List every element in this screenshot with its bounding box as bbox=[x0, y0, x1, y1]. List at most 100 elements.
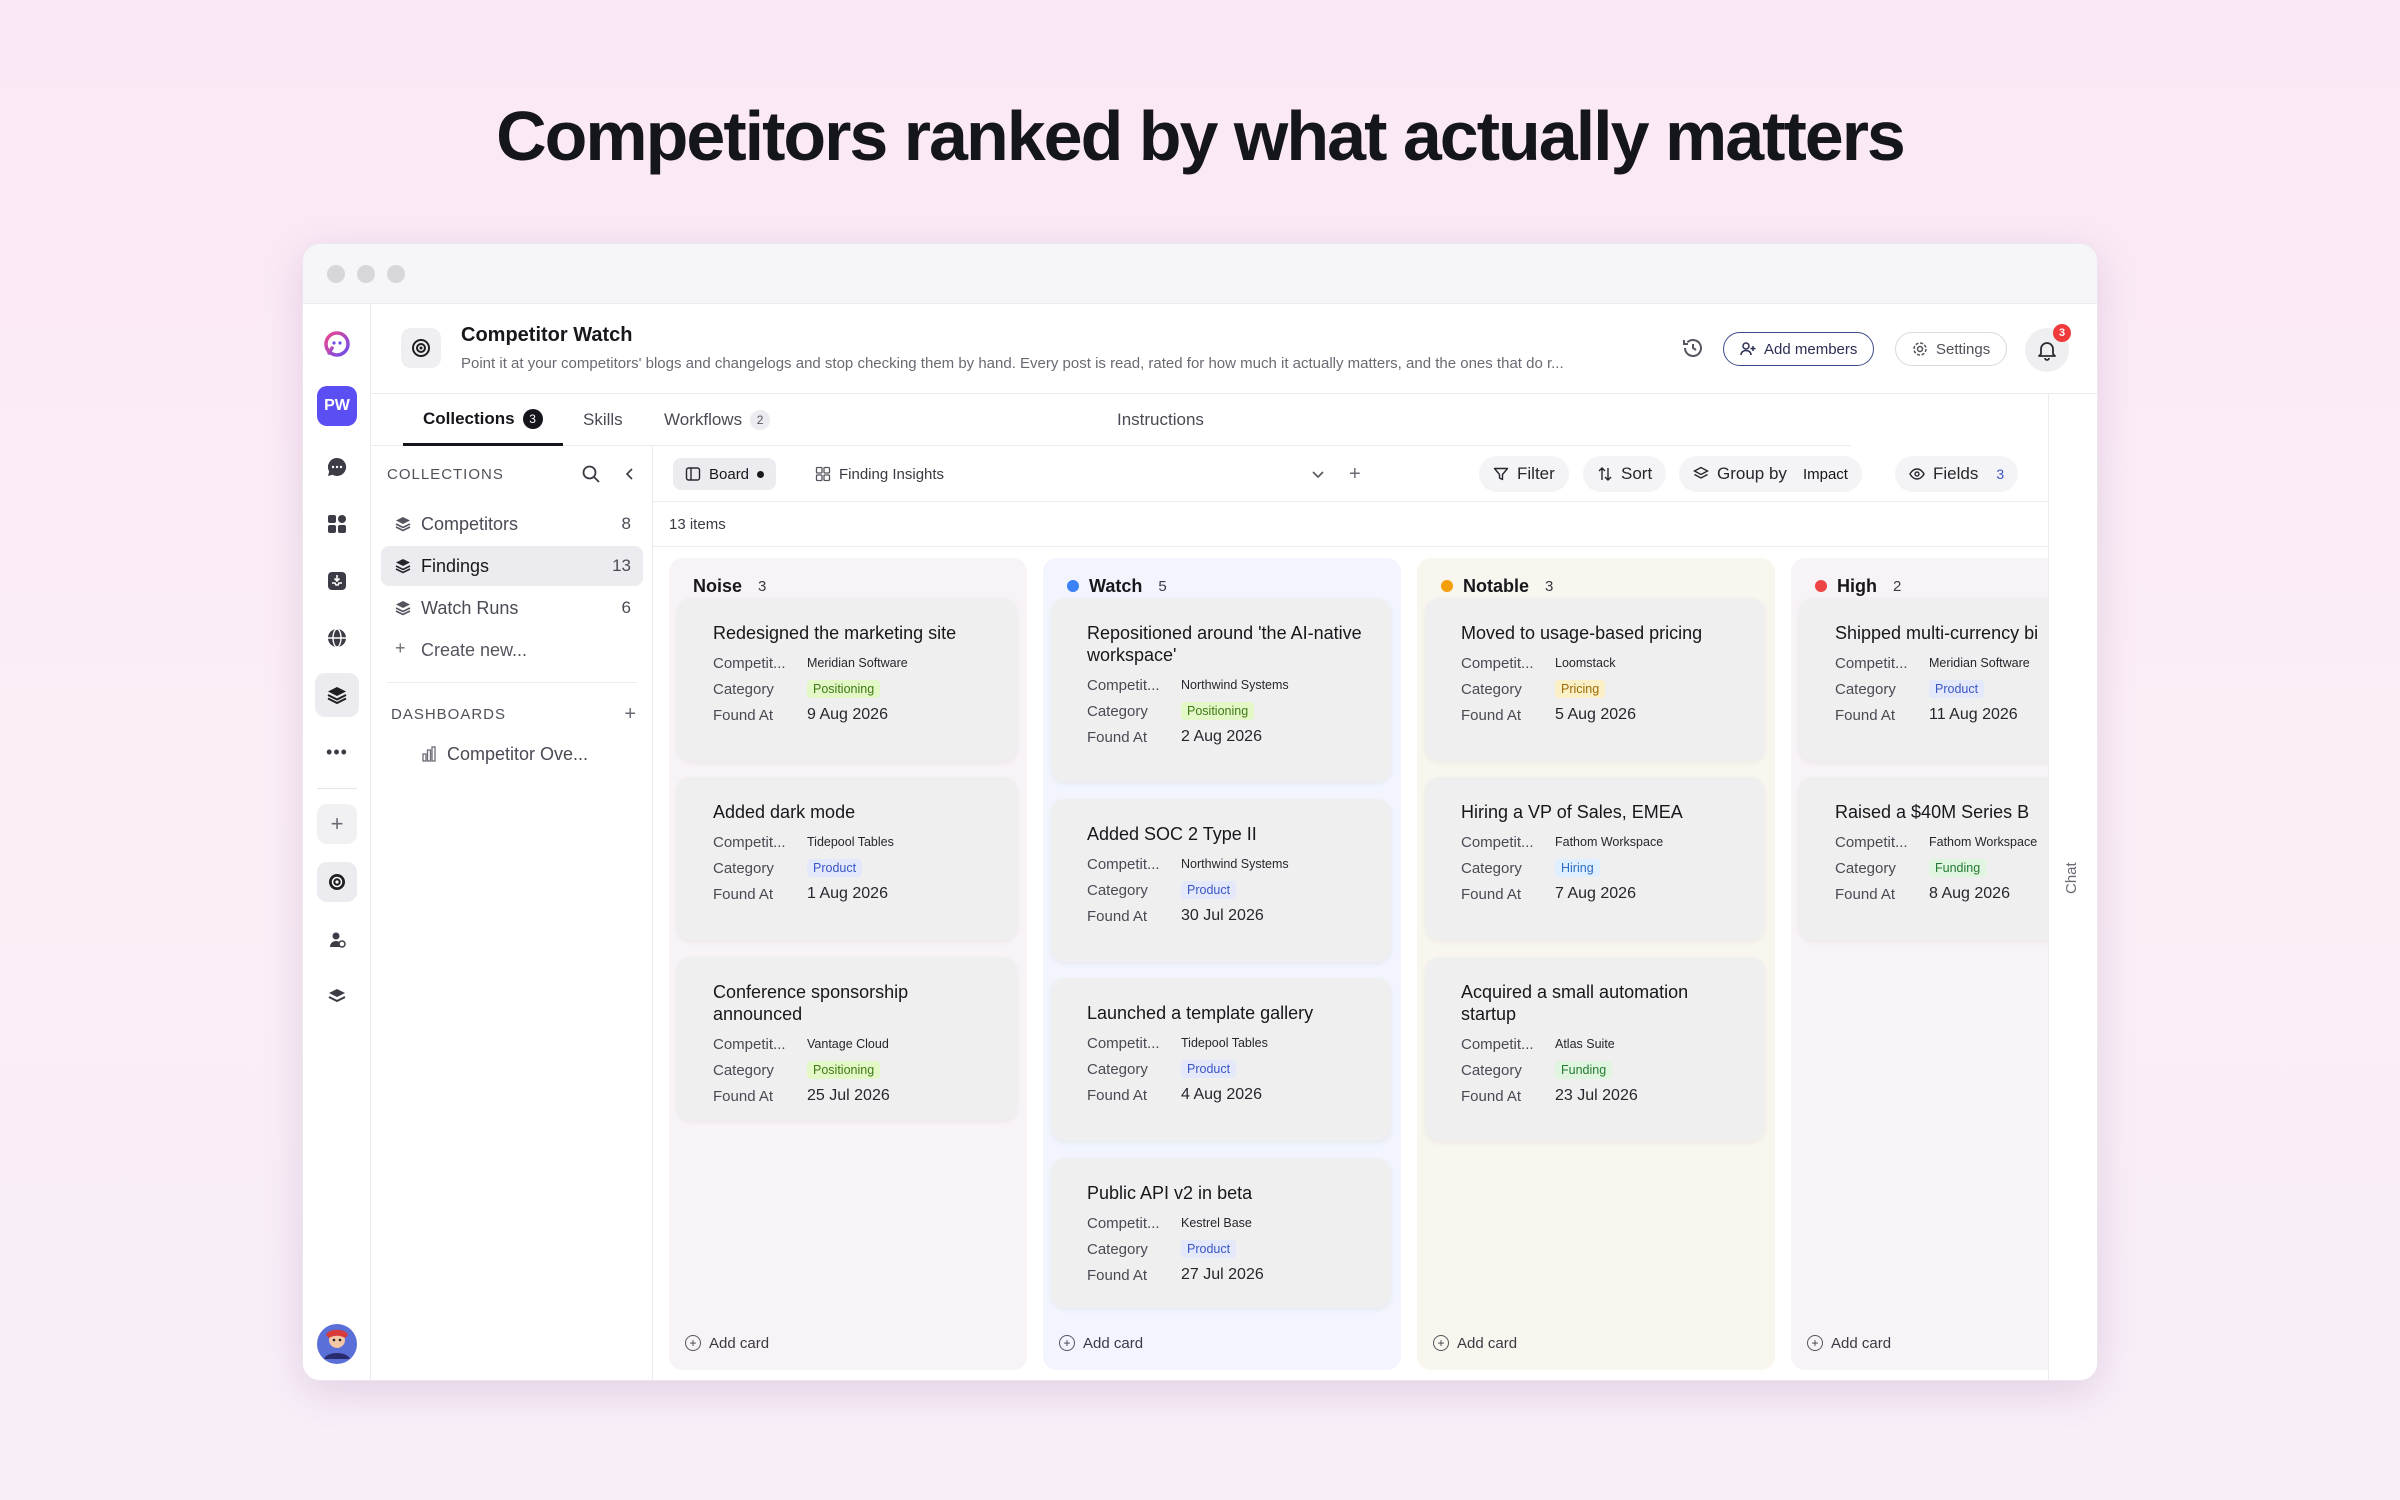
field-label: Found At bbox=[1835, 885, 1896, 903]
settings-button[interactable]: Settings bbox=[1895, 332, 2008, 366]
apps-grid-icon[interactable] bbox=[315, 502, 359, 546]
window-zoom-dot[interactable] bbox=[387, 264, 405, 283]
add-card-label: Add card bbox=[1083, 1334, 1144, 1352]
add-view-icon[interactable]: + bbox=[1349, 462, 1361, 485]
globe-icon[interactable] bbox=[315, 616, 359, 660]
page-headline: Competitors ranked by what actually matt… bbox=[496, 97, 1906, 175]
layers-icon[interactable] bbox=[315, 974, 359, 1018]
sort-button[interactable]: Sort bbox=[1583, 456, 1667, 492]
finding-insights-view-button[interactable]: Finding Insights bbox=[803, 458, 956, 490]
plus-icon: + bbox=[395, 638, 406, 658]
card-field-found-at: Found At 25 Jul 2026 bbox=[713, 1083, 993, 1109]
sidebar-item-competitors[interactable]: Competitors 8 bbox=[381, 504, 643, 544]
column-count: 2 bbox=[1893, 577, 1902, 595]
finding-card[interactable]: Shipped multi-currency bi Competit... Meri… bbox=[1799, 598, 2048, 761]
finding-card[interactable]: Repositioned around 'the AI-native works… bbox=[1051, 598, 1391, 782]
user-agent-icon[interactable] bbox=[315, 918, 359, 962]
sidebar-item-findings[interactable]: Findings 13 bbox=[381, 546, 643, 586]
finding-card[interactable]: Hiring a VP of Sales, EMEA Competit... Fat… bbox=[1425, 777, 1765, 940]
sidebar-item-label: Watch Runs bbox=[421, 597, 519, 618]
finding-card[interactable]: Added dark mode Competit... Tidepool Table… bbox=[677, 777, 1017, 940]
add-card-button[interactable]: + Add card bbox=[1433, 1328, 1517, 1358]
column-header[interactable]: Noise 3 bbox=[693, 568, 766, 604]
search-icon[interactable] bbox=[581, 464, 601, 484]
finding-card[interactable]: Added SOC 2 Type II Competit... Northwind … bbox=[1051, 799, 1391, 962]
tab-skills[interactable]: Skills bbox=[583, 394, 623, 446]
sidebar-item-dashboard[interactable]: Competitor Ove... bbox=[381, 734, 643, 774]
column-header[interactable]: Notable 3 bbox=[1441, 568, 1553, 604]
settings-label: Settings bbox=[1936, 340, 1991, 358]
column-header[interactable]: Watch 5 bbox=[1067, 568, 1167, 604]
window-minimize-dot[interactable] bbox=[357, 264, 375, 283]
notifications-button[interactable]: 3 bbox=[2025, 324, 2071, 372]
dashboard-label: Competitor Ove... bbox=[447, 743, 589, 764]
card-field-category: Category Positioning bbox=[713, 1057, 993, 1083]
add-icon[interactable]: + bbox=[317, 804, 357, 844]
finding-card[interactable]: Conference sponsorship announced Competit… bbox=[677, 957, 1017, 1120]
finding-card[interactable]: Launched a template gallery Competit... Ti… bbox=[1051, 978, 1391, 1141]
column-footer bbox=[669, 1316, 1027, 1370]
window-close-dot[interactable] bbox=[327, 264, 345, 283]
add-members-button[interactable]: Add members bbox=[1723, 332, 1875, 366]
collections-stack-icon[interactable] bbox=[315, 673, 359, 717]
sidebar-item-label: Findings bbox=[421, 555, 490, 576]
card-field-category: Category Product bbox=[1087, 1236, 1367, 1262]
app-logo-icon[interactable] bbox=[315, 322, 359, 366]
board-icon bbox=[685, 466, 701, 482]
card-title: Public API v2 in beta bbox=[1087, 1183, 1253, 1203]
column-footer bbox=[1043, 1316, 1401, 1370]
tab-collections[interactable]: Collections 3 bbox=[403, 394, 563, 446]
finding-card[interactable]: Redesigned the marketing site Competit...… bbox=[677, 598, 1017, 761]
create-new-collection[interactable]: + Create new... bbox=[381, 630, 643, 670]
add-card-button[interactable]: + Add card bbox=[1059, 1328, 1143, 1358]
found-at-value: 11 Aug 2026 bbox=[1929, 706, 2018, 723]
inbox-icon[interactable] bbox=[315, 559, 359, 603]
tab-instructions[interactable]: Instructions bbox=[1117, 394, 1204, 446]
add-card-button[interactable]: + Add card bbox=[685, 1328, 769, 1358]
competitor-value: Meridian Software bbox=[1929, 656, 2030, 670]
workspace-avatar[interactable]: PW bbox=[317, 386, 357, 426]
finding-card[interactable]: Acquired a small automation startup Compe… bbox=[1425, 957, 1765, 1141]
card-title: Redesigned the marketing site bbox=[713, 623, 957, 643]
field-label: Competit... bbox=[1087, 1034, 1160, 1052]
collections-sidebar: COLLECTIONS Competitors 8 Findings 13 Wa… bbox=[371, 446, 653, 1380]
rail-divider bbox=[317, 788, 357, 789]
user-avatar[interactable] bbox=[315, 1322, 359, 1366]
card-field-category: Category Funding bbox=[1835, 855, 2048, 881]
board-view-button[interactable]: Board bbox=[673, 458, 777, 490]
card-title: Added SOC 2 Type II bbox=[1087, 824, 1257, 844]
category-tag: Product bbox=[1181, 881, 1237, 899]
competitor-value: Northwind Systems bbox=[1181, 678, 1289, 692]
column-header[interactable]: High 2 bbox=[1815, 568, 1901, 604]
chat-bubble-icon[interactable] bbox=[315, 445, 359, 489]
filter-button[interactable]: Filter bbox=[1479, 456, 1569, 492]
more-icon[interactable]: ••• bbox=[326, 741, 348, 762]
category-tag: Product bbox=[1181, 1240, 1237, 1258]
tab-workflows[interactable]: Workflows 2 bbox=[664, 394, 771, 446]
views-dropdown-chevron-icon[interactable] bbox=[1305, 458, 1331, 490]
chat-panel-toggle[interactable]: Chat bbox=[2048, 394, 2097, 1380]
card-field-category: Category Funding bbox=[1461, 1057, 1741, 1083]
found-at-value: 30 Jul 2026 bbox=[1181, 907, 1264, 924]
fields-button[interactable]: Fields 3 bbox=[1895, 456, 2019, 492]
column-title: Watch bbox=[1089, 575, 1143, 596]
category-tag: Funding bbox=[1555, 1061, 1613, 1079]
competitor-watch-agent-icon[interactable] bbox=[317, 862, 357, 902]
history-icon[interactable] bbox=[1681, 336, 1707, 362]
card-field-found-at: Found At 11 Aug 2026 bbox=[1835, 702, 2048, 728]
group-by-button[interactable]: Group by Impact bbox=[1679, 456, 1862, 492]
found-at-value: 8 Aug 2026 bbox=[1929, 885, 2010, 902]
category-tag: Positioning bbox=[807, 1061, 881, 1079]
tab-label: Skills bbox=[583, 410, 623, 429]
add-card-button[interactable]: + Add card bbox=[1807, 1328, 1891, 1358]
category-tag: Positioning bbox=[807, 680, 881, 698]
collapse-sidebar-icon[interactable] bbox=[623, 467, 637, 481]
column-footer bbox=[1791, 1316, 2048, 1370]
add-dashboard-icon[interactable]: + bbox=[624, 702, 637, 725]
competitor-value: Fathom Workspace bbox=[1555, 835, 1664, 849]
finding-card[interactable]: Moved to usage-based pricing Competit... L… bbox=[1425, 598, 1765, 761]
window-titlebar bbox=[303, 244, 2097, 304]
finding-card[interactable]: Public API v2 in beta Competit... Kestrel … bbox=[1051, 1158, 1391, 1308]
finding-card[interactable]: Raised a $40M Series B Competit... Fathom … bbox=[1799, 777, 2048, 940]
sidebar-item-watch-runs[interactable]: Watch Runs 6 bbox=[381, 588, 643, 628]
